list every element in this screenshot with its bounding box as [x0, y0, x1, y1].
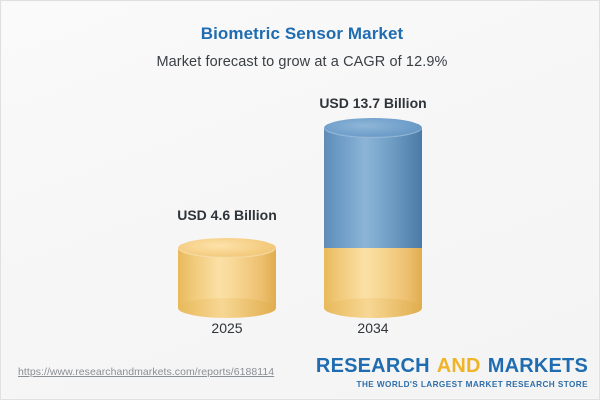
segment-bottom-cap — [324, 298, 422, 318]
logo-wordmark: RESEARCH AND MARKETS — [316, 356, 588, 376]
bar-segment-base-2025 — [178, 238, 276, 318]
bar-group-2025: USD 4.6 Billion 2025 — [177, 2, 277, 350]
plot-area: USD 4.6 Billion 2025 USD 13.7 Billion — [2, 2, 599, 350]
logo-word-and: AND — [436, 355, 481, 377]
category-label-2025: 2025 — [211, 320, 243, 336]
bar-segment-base-2034 — [324, 248, 422, 318]
segment-bottom-cap — [178, 298, 276, 318]
logo-word-research: RESEARCH — [315, 355, 430, 377]
value-label-2025: USD 4.6 Billion — [177, 207, 277, 223]
segment-top-cap — [178, 238, 276, 258]
brand-logo[interactable]: RESEARCH AND MARKETS THE WORLD'S LARGEST M… — [316, 356, 588, 389]
segment-body — [324, 128, 422, 248]
bar-segment-growth-2034 — [324, 118, 422, 248]
value-label-2034: USD 13.7 Billion — [319, 95, 427, 111]
logo-word-markets: MARKETS — [487, 355, 588, 377]
category-label-2034: 2034 — [357, 320, 389, 336]
bar-group-2034: USD 13.7 Billion 2034 — [319, 2, 426, 350]
bar-cylinder-2025[interactable] — [178, 2, 276, 350]
source-url-link[interactable]: https://www.researchandmarkets.com/repor… — [18, 366, 275, 378]
logo-tagline: THE WORLD'S LARGEST MARKET RESEARCH STOR… — [356, 380, 588, 389]
bar-cylinder-2034[interactable] — [324, 2, 422, 350]
segment-top-cap — [324, 118, 422, 138]
chart-subtitle: Market forecast to grow at a CAGR of 12.… — [156, 54, 448, 70]
chart-title: Biometric Sensor Market — [200, 24, 404, 43]
card-footer: https://www.researchandmarkets.com/repor… — [2, 348, 599, 398]
